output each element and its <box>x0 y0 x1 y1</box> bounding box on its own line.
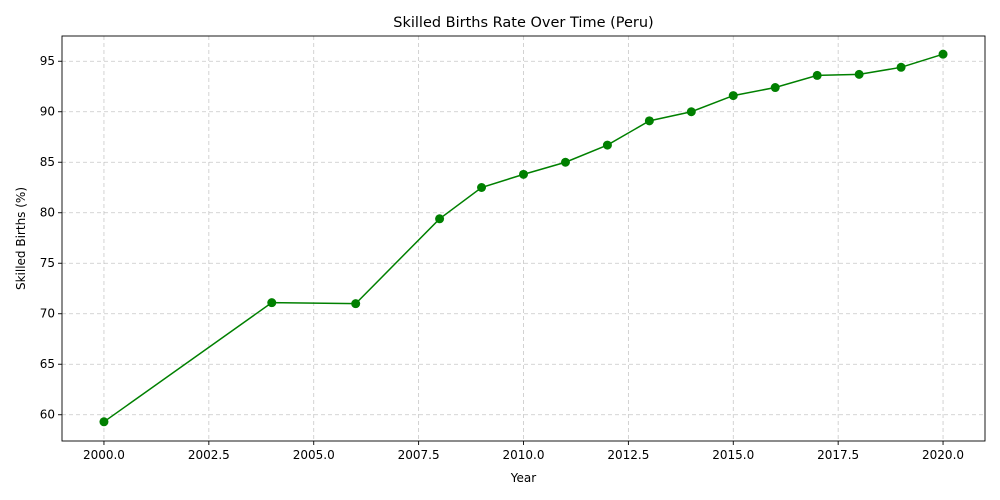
y-tick-label: 65 <box>40 357 55 371</box>
data-point <box>770 83 780 93</box>
x-tick-label: 2012.5 <box>607 448 649 462</box>
y-axis-label: Skilled Births (%) <box>14 187 28 290</box>
y-tick-label: 90 <box>40 105 55 119</box>
data-point <box>854 69 864 79</box>
series-line <box>103 53 944 423</box>
y-axis-ticks: 60 65 70 75 80 85 90 95 <box>40 54 62 422</box>
grid-layer <box>62 36 985 441</box>
data-point <box>477 182 487 192</box>
data-point <box>896 62 906 72</box>
y-tick-label: 70 <box>40 307 55 321</box>
x-tick-label: 2005.0 <box>293 448 335 462</box>
y-tick-label: 85 <box>40 155 55 169</box>
data-point <box>267 298 277 308</box>
x-tick-label: 2002.5 <box>188 448 230 462</box>
data-point <box>812 70 822 80</box>
data-point <box>686 107 696 117</box>
data-point <box>560 157 570 167</box>
data-point <box>99 417 109 427</box>
data-point <box>938 49 948 59</box>
data-point <box>519 169 528 179</box>
y-tick-label: 60 <box>40 408 55 422</box>
series-layer <box>99 49 948 427</box>
y-tick-label: 75 <box>40 256 55 270</box>
x-axis-label: Year <box>510 471 536 485</box>
data-point <box>435 214 445 224</box>
data-point <box>351 299 361 309</box>
chart-title: Skilled Births Rate Over Time (Peru) <box>393 15 653 31</box>
x-tick-label: 2015.0 <box>712 448 754 462</box>
x-tick-label: 2000.0 <box>83 448 125 462</box>
data-point <box>644 116 654 126</box>
x-tick-label: 2007.5 <box>398 448 440 462</box>
x-tick-label: 2017.5 <box>817 448 859 462</box>
data-point <box>602 140 612 150</box>
x-tick-label: 2010.0 <box>503 448 545 462</box>
x-axis-ticks: 2000.0 2002.5 2005.0 2007.5 2010.0 2012.5 2015… <box>83 441 964 462</box>
data-point <box>728 91 738 101</box>
y-tick-label: 80 <box>40 206 55 220</box>
y-tick-label: 95 <box>40 54 55 68</box>
x-tick-label: 2020.0 <box>922 448 964 462</box>
